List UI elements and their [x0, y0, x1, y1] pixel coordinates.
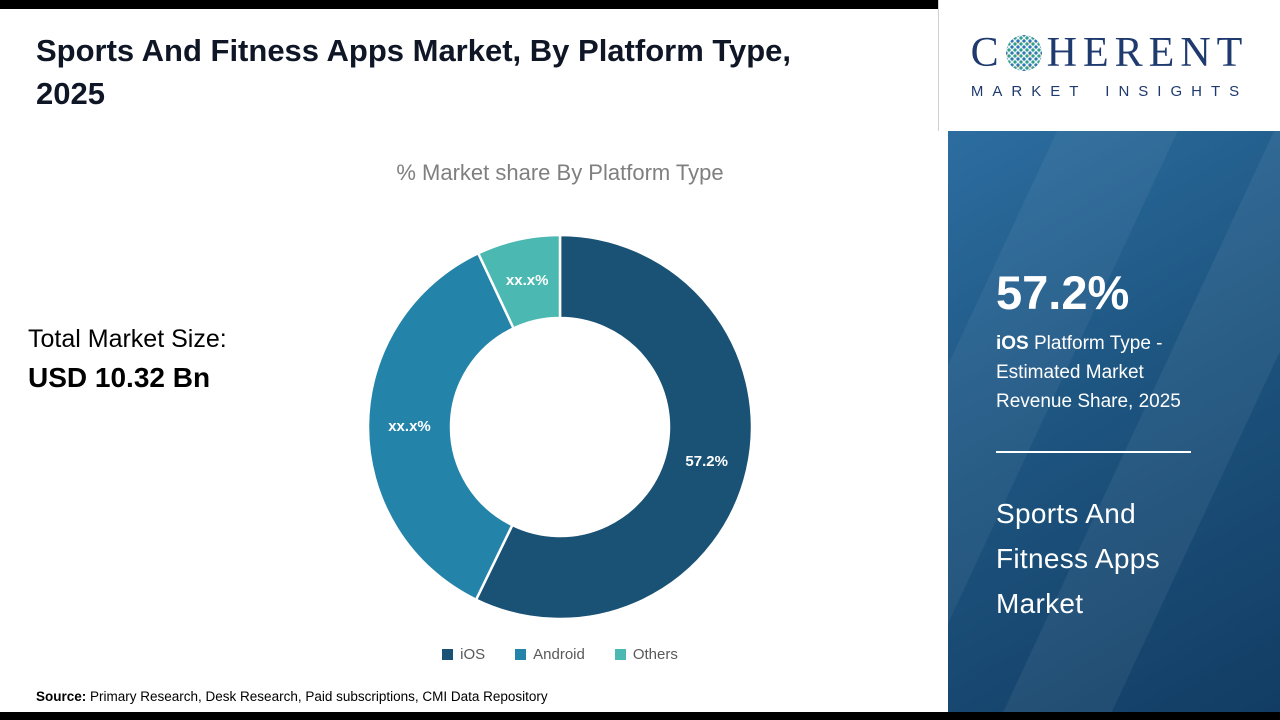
legend-swatch-ios: [442, 649, 454, 660]
stat-description-text: Platform Type - Estimated Market Revenue…: [996, 333, 1181, 412]
slice-label-android: xx.x%: [388, 418, 431, 435]
page-title: Sports And Fitness Apps Market, By Platf…: [36, 33, 792, 111]
donut-slice-android: [366, 251, 516, 602]
donut-slice-others: [476, 233, 562, 331]
legend-item-android: Android: [515, 646, 585, 663]
donut-chart: 57.2% xx.x% xx.x%: [366, 233, 754, 621]
sidebar-panel: 57.2% iOS Platform Type - Estimated Mark…: [948, 131, 1280, 712]
bottom-accent-bar: [0, 712, 1280, 720]
chart-legend: iOS Android Others: [350, 646, 770, 663]
source-line: Source: Primary Research, Desk Research,…: [36, 689, 548, 704]
top-accent-bar: [0, 0, 938, 9]
stat-platform: iOS: [996, 333, 1029, 354]
globe-icon: [1005, 34, 1042, 71]
brand-name: C HERENT: [971, 32, 1249, 74]
stat-description: iOS Platform Type - Estimated Market Rev…: [996, 330, 1211, 417]
source-text: Primary Research, Desk Research, Paid su…: [86, 689, 548, 704]
legend-swatch-others: [614, 649, 626, 660]
source-label: Source:: [36, 689, 87, 704]
brand-letters-rest: HERENT: [1046, 29, 1249, 76]
legend-item-ios: iOS: [442, 646, 485, 663]
brand-letter-c: C: [970, 29, 1005, 76]
total-market-size-label: Total Market Size:: [28, 325, 227, 353]
stat-value: 57.2%: [996, 266, 1130, 319]
total-market-size-value: USD 10.32 Bn: [28, 362, 211, 393]
total-market-size: Total Market Size: USD 10.32 Bn: [28, 325, 227, 394]
chart-title: % Market share By Platform Type: [396, 160, 724, 185]
legend-swatch-android: [515, 649, 527, 660]
legend-label-others: Others: [632, 646, 678, 663]
sidebar-market-name: Sports And Fitness Apps Market: [996, 497, 1160, 620]
divider-line: [996, 450, 1191, 453]
legend-label-ios: iOS: [460, 646, 486, 663]
brand-logo: C HERENT MARKET INSIGHTS: [938, 0, 1280, 131]
slice-label-others: xx.x%: [506, 272, 549, 289]
donut-slice-ios: [474, 233, 754, 621]
slice-label-ios: 57.2%: [685, 453, 728, 470]
legend-label-android: Android: [533, 646, 585, 663]
legend-item-others: Others: [614, 646, 678, 663]
brand-tagline: MARKET INSIGHTS: [970, 82, 1249, 100]
